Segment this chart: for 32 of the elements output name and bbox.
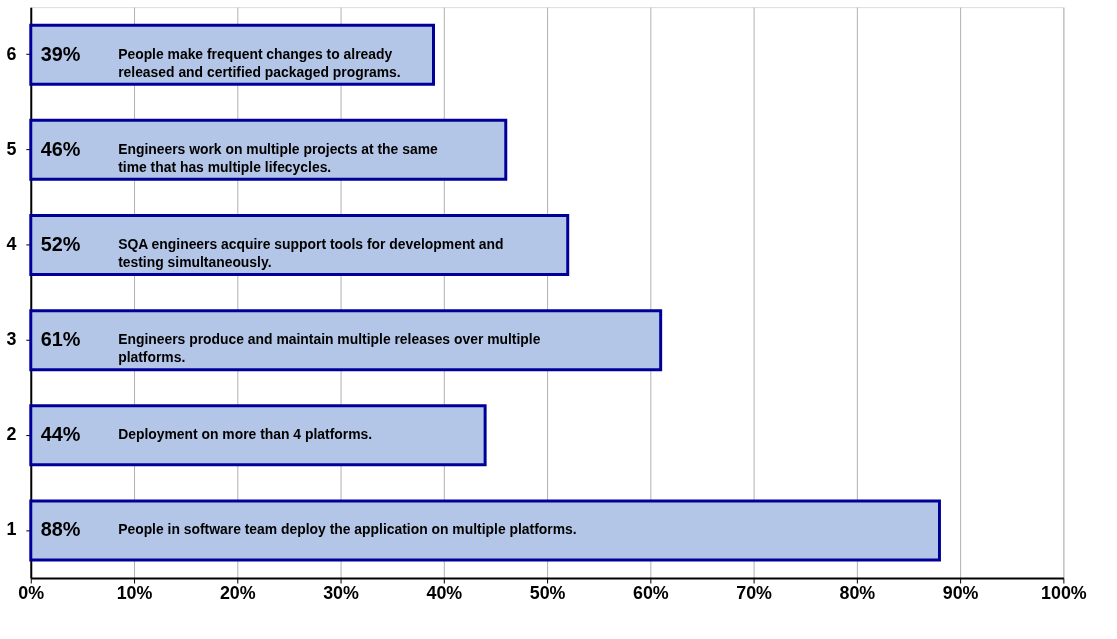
bar — [29, 499, 941, 562]
y-tick-label: 6 — [6, 43, 17, 64]
annotation: Engineers produce and maintain multiple releases over multiple platforms. — [118, 331, 541, 366]
x-tick-label: 60% — [632, 583, 669, 604]
data-label: 52% — [40, 232, 81, 255]
data-label: 46% — [40, 137, 81, 160]
y-tick-label: 4 — [6, 233, 17, 254]
x-tick-label: 90% — [942, 583, 979, 604]
bar — [29, 404, 487, 467]
annotation: People make frequent changes to already released and certified packaged programs. — [118, 45, 401, 80]
x-tick-label: 50% — [529, 583, 566, 604]
x-tick-label: 10% — [116, 583, 153, 604]
annotation: SQA engineers acquire support tools for development and testing simultaneously. — [118, 235, 504, 270]
x-tick-label: 70% — [736, 583, 773, 604]
data-label: 44% — [40, 423, 81, 446]
x-tick-label: 30% — [323, 583, 360, 604]
x-tick-label: 80% — [839, 583, 876, 604]
y-tick-label: 3 — [6, 329, 17, 350]
x-tick-label: 0% — [18, 583, 45, 604]
bar — [29, 309, 663, 372]
data-label: 61% — [40, 328, 81, 351]
y-tick-label: 1 — [6, 519, 17, 540]
annotation: Engineers work on multiple projects at the same time that has multiple lifecycles. — [118, 140, 438, 175]
x-tick-label: 20% — [219, 583, 256, 604]
annotation: Deployment on more than 4 platforms. — [118, 426, 373, 443]
x-tick-label: 40% — [426, 583, 463, 604]
data-label: 39% — [40, 42, 81, 65]
y-tick-label: 2 — [6, 424, 17, 445]
annotation: People in software team deploy the application on multiple platforms. — [118, 521, 577, 538]
y-tick-label: 5 — [6, 138, 17, 159]
data-label: 88% — [40, 518, 81, 541]
x-tick-label: 100% — [1041, 583, 1087, 604]
